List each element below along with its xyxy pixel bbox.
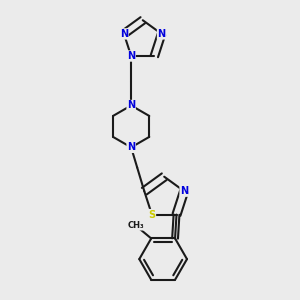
Text: N: N (120, 29, 128, 39)
Text: N: N (127, 100, 135, 110)
Text: N: N (127, 51, 135, 61)
Text: S: S (148, 210, 155, 220)
Text: N: N (158, 29, 166, 39)
Text: N: N (127, 142, 135, 152)
Text: CH₃: CH₃ (127, 221, 144, 230)
Text: N: N (180, 186, 188, 196)
